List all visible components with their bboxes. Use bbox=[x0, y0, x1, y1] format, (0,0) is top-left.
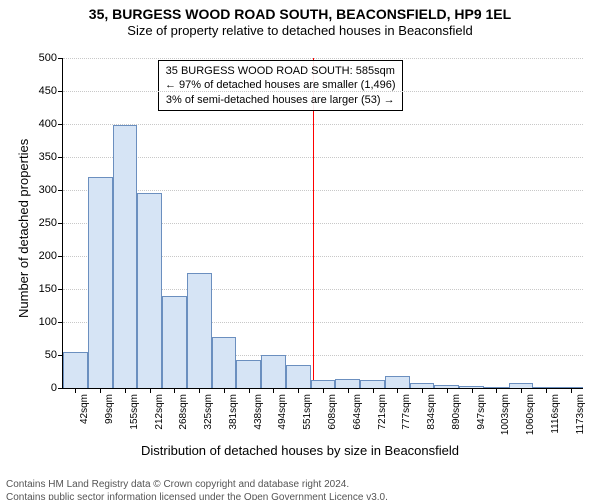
ytick-label: 50 bbox=[45, 349, 57, 361]
xtick-mark bbox=[472, 388, 473, 393]
ytick-mark bbox=[58, 256, 63, 257]
xtick-mark bbox=[422, 388, 423, 393]
xtick-mark bbox=[298, 388, 299, 393]
chart-title: 35, BURGESS WOOD ROAD SOUTH, BEACONSFIEL… bbox=[0, 6, 600, 22]
xtick-mark bbox=[174, 388, 175, 393]
xtick-label: 1116sqm bbox=[550, 394, 561, 434]
ytick-mark bbox=[58, 388, 63, 389]
ytick-label: 300 bbox=[39, 184, 57, 196]
xtick-label: 1173sqm bbox=[575, 394, 586, 434]
xtick-mark bbox=[373, 388, 374, 393]
xtick-label: 381sqm bbox=[228, 394, 239, 430]
bar bbox=[137, 193, 162, 388]
ytick-mark bbox=[58, 322, 63, 323]
bar bbox=[311, 380, 336, 388]
ytick-mark bbox=[58, 157, 63, 158]
ytick-mark bbox=[58, 223, 63, 224]
ytick-mark bbox=[58, 91, 63, 92]
annotation-line-3: 3% of semi-detached houses are larger (5… bbox=[165, 93, 396, 107]
xtick-label: 99sqm bbox=[104, 394, 115, 424]
ytick-mark bbox=[58, 124, 63, 125]
bar bbox=[162, 296, 187, 388]
xtick-label: 664sqm bbox=[352, 394, 363, 430]
ytick-label: 400 bbox=[39, 118, 57, 130]
xtick-mark bbox=[521, 388, 522, 393]
bar bbox=[212, 337, 237, 388]
x-axis-label: Distribution of detached houses by size … bbox=[0, 443, 600, 458]
xtick-label: 325sqm bbox=[203, 394, 214, 430]
xtick-mark bbox=[125, 388, 126, 393]
xtick-label: 777sqm bbox=[401, 394, 412, 430]
xtick-label: 608sqm bbox=[327, 394, 338, 430]
xtick-label: 1003sqm bbox=[500, 394, 511, 435]
xtick-label: 494sqm bbox=[277, 394, 288, 430]
xtick-mark bbox=[348, 388, 349, 393]
bar bbox=[385, 376, 410, 388]
xtick-label: 890sqm bbox=[451, 394, 462, 430]
bar bbox=[360, 380, 385, 388]
bar bbox=[335, 379, 360, 388]
xtick-mark bbox=[546, 388, 547, 393]
bar bbox=[286, 365, 311, 388]
bar bbox=[63, 352, 88, 388]
footer-attribution: Contains HM Land Registry data © Crown c… bbox=[0, 479, 388, 500]
xtick-label: 42sqm bbox=[79, 394, 90, 424]
chart-subtitle: Size of property relative to detached ho… bbox=[0, 23, 600, 38]
xtick-mark bbox=[249, 388, 250, 393]
ytick-label: 100 bbox=[39, 316, 57, 328]
xtick-label: 834sqm bbox=[426, 394, 437, 430]
ytick-label: 350 bbox=[39, 151, 57, 163]
bar bbox=[236, 360, 261, 388]
xtick-mark bbox=[496, 388, 497, 393]
gridline bbox=[63, 91, 583, 92]
xtick-mark bbox=[199, 388, 200, 393]
gridline bbox=[63, 58, 583, 59]
bar bbox=[113, 125, 138, 388]
bar bbox=[187, 273, 212, 389]
ytick-mark bbox=[58, 289, 63, 290]
xtick-label: 268sqm bbox=[178, 394, 189, 430]
xtick-mark bbox=[571, 388, 572, 393]
ytick-label: 0 bbox=[51, 382, 57, 394]
xtick-mark bbox=[323, 388, 324, 393]
xtick-label: 1060sqm bbox=[525, 394, 536, 435]
ytick-label: 450 bbox=[39, 85, 57, 97]
footer-line-1: Contains HM Land Registry data © Crown c… bbox=[6, 479, 388, 492]
ytick-label: 200 bbox=[39, 250, 57, 262]
xtick-mark bbox=[100, 388, 101, 393]
plot-area: 35 BURGESS WOOD ROAD SOUTH: 585sqm ← 97%… bbox=[62, 58, 583, 389]
bar bbox=[261, 355, 286, 388]
xtick-label: 947sqm bbox=[476, 394, 487, 430]
xtick-mark bbox=[447, 388, 448, 393]
xtick-label: 721sqm bbox=[377, 394, 388, 430]
footer-line-2: Contains public sector information licen… bbox=[6, 492, 388, 500]
ytick-label: 150 bbox=[39, 283, 57, 295]
ytick-mark bbox=[58, 190, 63, 191]
ytick-mark bbox=[58, 58, 63, 59]
xtick-label: 212sqm bbox=[154, 394, 165, 430]
gridline bbox=[63, 157, 583, 158]
annotation-line-1: 35 BURGESS WOOD ROAD SOUTH: 585sqm bbox=[165, 64, 396, 78]
xtick-label: 155sqm bbox=[129, 394, 140, 430]
gridline bbox=[63, 124, 583, 125]
xtick-label: 551sqm bbox=[302, 394, 313, 430]
xtick-mark bbox=[224, 388, 225, 393]
xtick-label: 438sqm bbox=[253, 394, 264, 430]
xtick-mark bbox=[75, 388, 76, 393]
ytick-label: 500 bbox=[39, 52, 57, 64]
ytick-label: 250 bbox=[39, 217, 57, 229]
annotation-box: 35 BURGESS WOOD ROAD SOUTH: 585sqm ← 97%… bbox=[158, 60, 403, 111]
xtick-mark bbox=[150, 388, 151, 393]
gridline bbox=[63, 190, 583, 191]
xtick-mark bbox=[397, 388, 398, 393]
xtick-mark bbox=[273, 388, 274, 393]
y-axis-label: Number of detached properties bbox=[16, 139, 31, 318]
bar bbox=[88, 177, 113, 388]
chart-container: 35, BURGESS WOOD ROAD SOUTH, BEACONSFIEL… bbox=[0, 6, 600, 500]
